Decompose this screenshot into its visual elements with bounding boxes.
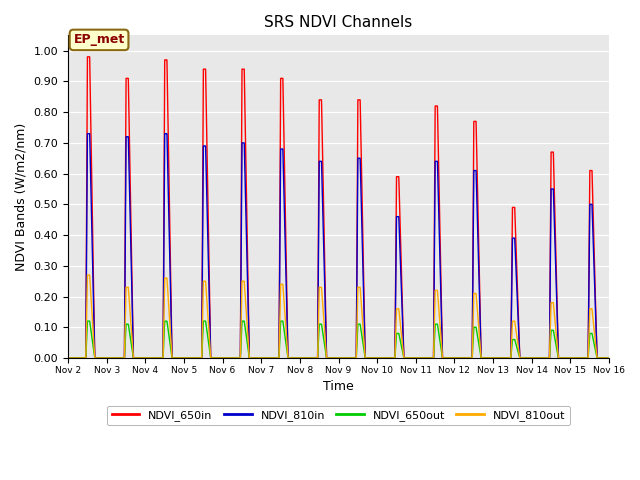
NDVI_650out	[279, 320, 287, 326]
NDVI_810in	[268, 355, 276, 361]
NDVI_810in	[64, 355, 72, 361]
Text: EP_met: EP_met	[74, 34, 125, 47]
Y-axis label: NDVI Bands (W/m2/nm): NDVI Bands (W/m2/nm)	[15, 122, 28, 271]
Line: NDVI_650out: NDVI_650out	[68, 321, 609, 358]
NDVI_650in	[64, 355, 72, 361]
NDVI_810out	[268, 355, 276, 361]
NDVI_810out	[83, 272, 91, 278]
NDVI_650out	[64, 355, 72, 361]
NDVI_810in	[326, 355, 334, 361]
NDVI_810out	[605, 355, 613, 361]
NDVI_810in	[93, 355, 100, 361]
NDVI_650out	[605, 355, 613, 361]
NDVI_650in	[83, 54, 91, 60]
NDVI_650out	[83, 318, 91, 324]
NDVI_650out	[93, 355, 100, 361]
NDVI_650in	[279, 90, 287, 96]
NDVI_650in	[93, 355, 100, 361]
Line: NDVI_650in: NDVI_650in	[68, 57, 609, 358]
NDVI_810in	[605, 355, 613, 361]
NDVI_650in	[268, 355, 276, 361]
NDVI_650out	[326, 355, 334, 361]
NDVI_810out	[326, 355, 334, 361]
NDVI_650in	[605, 355, 613, 361]
Title: SRS NDVI Channels: SRS NDVI Channels	[264, 15, 413, 30]
NDVI_810out	[430, 333, 438, 338]
NDVI_650in	[326, 355, 334, 361]
NDVI_810out	[206, 342, 214, 348]
Line: NDVI_810in: NDVI_810in	[68, 133, 609, 358]
NDVI_810out	[64, 355, 72, 361]
Legend: NDVI_650in, NDVI_810in, NDVI_650out, NDVI_810out: NDVI_650in, NDVI_810in, NDVI_650out, NDV…	[107, 406, 570, 425]
NDVI_810in	[430, 289, 438, 295]
NDVI_810out	[279, 285, 287, 291]
NDVI_810in	[279, 157, 287, 163]
NDVI_650in	[206, 307, 214, 313]
NDVI_650out	[206, 349, 214, 355]
NDVI_810in	[206, 320, 214, 326]
NDVI_650out	[268, 355, 276, 361]
X-axis label: Time: Time	[323, 380, 354, 393]
NDVI_810out	[93, 355, 100, 361]
NDVI_650out	[430, 344, 438, 349]
Line: NDVI_810out: NDVI_810out	[68, 275, 609, 358]
NDVI_810in	[83, 131, 91, 136]
NDVI_650in	[430, 271, 438, 277]
